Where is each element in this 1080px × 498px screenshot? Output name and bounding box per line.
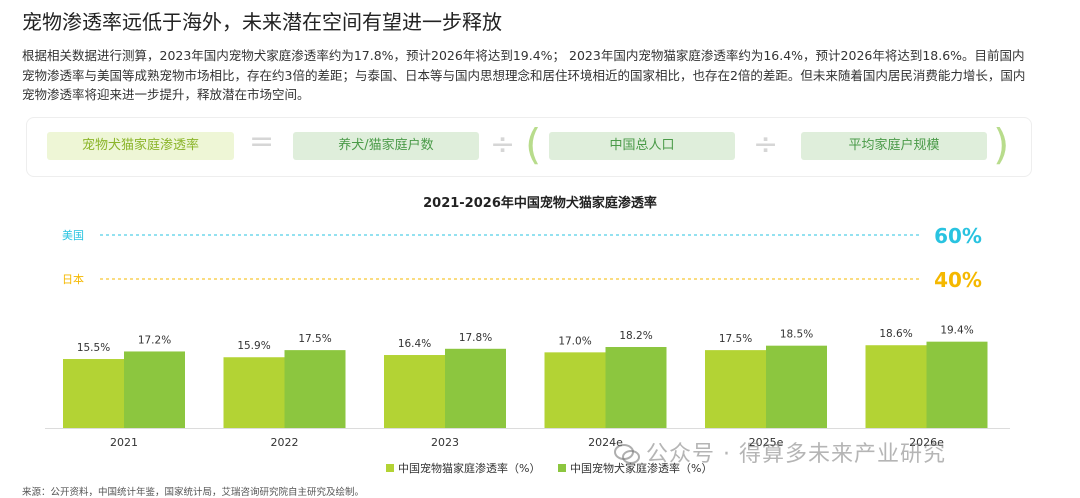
divide-icon: ÷ xyxy=(753,127,779,162)
data-label-cat-2023: 16.4% xyxy=(398,338,431,350)
formula-term-households: 养犬/猫家庭户数 xyxy=(293,132,479,160)
bar-dog-2026e xyxy=(926,341,988,428)
equals-icon: = xyxy=(249,124,275,159)
source-note: 来源：公开资料，中国统计年鉴，国家统计局，艾瑞咨询研究院自主研究及绘制。 xyxy=(22,487,365,498)
x-tick-label-2022: 2022 xyxy=(271,436,299,449)
data-label-dog-2026e: 19.4% xyxy=(940,325,973,337)
wechat-icon xyxy=(614,444,640,464)
bar-dog-2025e xyxy=(766,345,827,428)
bar-cat-2023 xyxy=(384,355,445,428)
bar-cat-2024e xyxy=(544,352,606,428)
data-label-dog-2022: 17.5% xyxy=(298,333,331,345)
data-label-dog-2025e: 18.5% xyxy=(780,329,813,341)
bar-dog-2024e xyxy=(605,347,667,428)
legend-swatch-dog xyxy=(558,464,566,472)
page-title: 宠物渗透率远低于海外，未来潜在空间有望进一步释放 xyxy=(22,10,502,34)
bar-chart: 美国 60% 日本 40% 15.5% 17.2% 2021 15.9% 17.5% 2022 16… xyxy=(45,224,1010,449)
bar-dog-2022 xyxy=(284,350,346,428)
formula-term-household-size: 平均家庭户规模 xyxy=(801,132,987,160)
legend-item-dog: 中国宠物犬家庭渗透率（%） xyxy=(558,460,712,476)
data-label-dog-2024e: 18.2% xyxy=(619,330,652,342)
formula-panel: 宠物犬猫家庭渗透率 = 养犬/猫家庭户数 ÷ ( 中国总人口 ÷ 平均家庭户规模… xyxy=(26,117,1032,177)
data-label-cat-2022: 15.9% xyxy=(237,340,270,352)
watermark: 公众号 · 得算多未来产业研究 xyxy=(614,436,946,468)
reference-name-1: 日本 xyxy=(62,272,84,286)
bar-cat-2021 xyxy=(63,359,124,428)
legend-item-cat: 中国宠物猫家庭渗透率（%） xyxy=(386,460,540,476)
watermark-text: 公众号 · 得算多未来产业研究 xyxy=(646,442,946,467)
legend-label-cat: 中国宠物猫家庭渗透率（%） xyxy=(398,462,541,475)
reference-name-0: 美国 xyxy=(62,229,84,242)
x-tick-label-2025e: 2025e xyxy=(749,436,784,449)
legend-label-dog: 中国宠物犬家庭渗透率（%） xyxy=(570,462,713,475)
chart-title: 2021-2026年中国宠物犬猫家庭渗透率 xyxy=(423,196,657,211)
data-label-cat-2021: 15.5% xyxy=(77,342,110,354)
bar-cat-2022 xyxy=(223,357,285,428)
x-tick-label-2024e: 2024e xyxy=(588,436,623,449)
x-tick-label-2023: 2023 xyxy=(431,436,459,449)
bar-dog-2021 xyxy=(124,351,185,428)
x-tick-label-2021: 2021 xyxy=(110,436,138,449)
data-label-cat-2024e: 17.0% xyxy=(558,335,591,347)
bar-dog-2023 xyxy=(445,348,506,428)
bar-cat-2025e xyxy=(705,350,766,428)
data-label-cat-2025e: 17.5% xyxy=(719,333,752,345)
formula-lead-box: 宠物犬猫家庭渗透率 xyxy=(47,132,234,160)
open-paren-icon: ( xyxy=(525,120,542,169)
page-description: 根据相关数据进行测算，2023年国内宠物犬家庭渗透率约为17.8%，预计2026… xyxy=(22,48,1026,102)
formula-term-population: 中国总人口 xyxy=(549,132,735,160)
legend-swatch-cat xyxy=(386,464,394,472)
bar-cat-2026e xyxy=(865,345,927,428)
x-tick-label-2026e: 2026e xyxy=(909,436,944,449)
data-label-cat-2026e: 18.6% xyxy=(879,328,912,340)
divide-icon: ÷ xyxy=(490,127,516,162)
close-paren-icon: ) xyxy=(993,120,1010,169)
data-label-dog-2021: 17.2% xyxy=(138,334,171,346)
reference-value-0: 60% xyxy=(934,224,982,248)
data-label-dog-2023: 17.8% xyxy=(459,332,492,344)
reference-value-1: 40% xyxy=(934,268,982,292)
